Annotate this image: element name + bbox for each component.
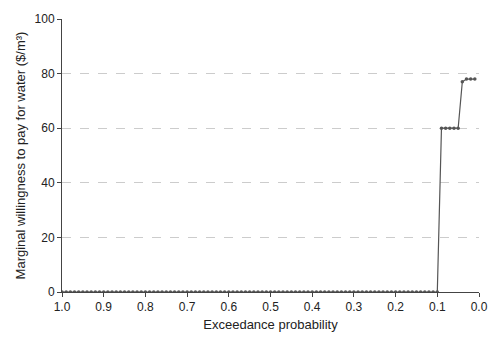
svg-text:40: 40 (41, 176, 55, 190)
svg-text:20: 20 (41, 231, 55, 245)
svg-text:100: 100 (35, 12, 55, 26)
svg-text:0.9: 0.9 (95, 300, 112, 314)
svg-text:Marginal willingness to pay fo: Marginal willingness to pay for water ($… (13, 32, 28, 280)
svg-text:0.8: 0.8 (137, 300, 154, 314)
svg-text:0.7: 0.7 (179, 300, 196, 314)
svg-text:80: 80 (41, 67, 55, 81)
svg-text:0.1: 0.1 (429, 300, 446, 314)
svg-text:0.2: 0.2 (387, 300, 404, 314)
svg-text:0: 0 (48, 285, 55, 299)
svg-text:0.5: 0.5 (262, 300, 279, 314)
svg-text:0.6: 0.6 (220, 300, 237, 314)
svg-text:0.3: 0.3 (346, 300, 363, 314)
svg-text:60: 60 (41, 121, 55, 135)
svg-text:Exceedance probability: Exceedance probability (203, 317, 338, 332)
svg-text:1.0: 1.0 (54, 300, 71, 314)
svg-text:0.4: 0.4 (304, 300, 321, 314)
svg-text:0.0: 0.0 (471, 300, 488, 314)
